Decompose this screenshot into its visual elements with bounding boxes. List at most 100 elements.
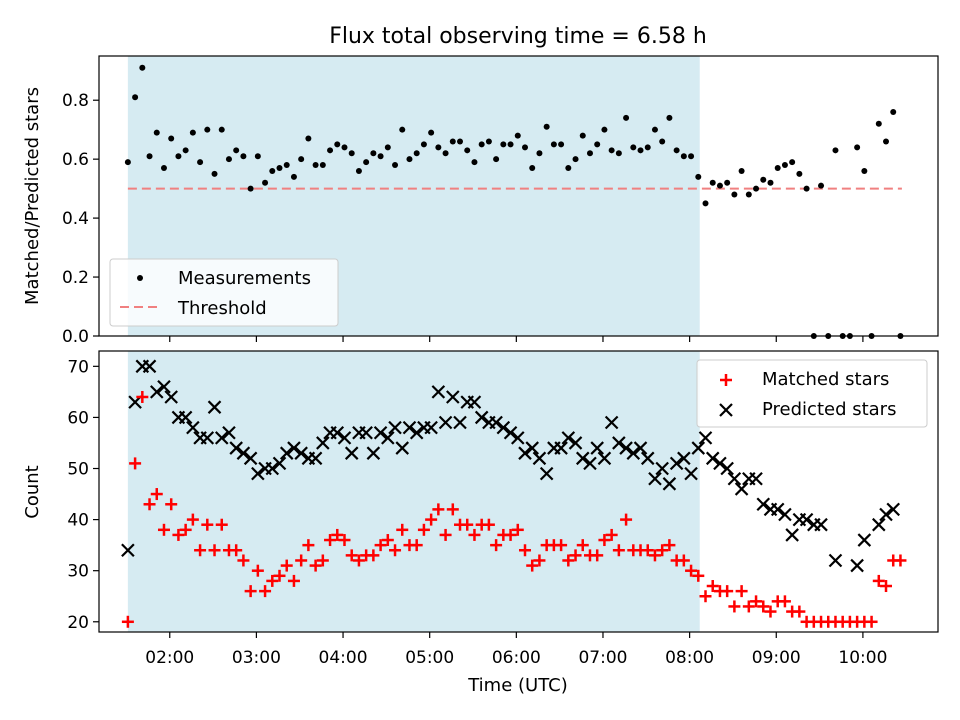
predicted-point xyxy=(561,431,576,445)
count-panel: 20 30 40 50 60 70 02:00 03:00 04:00 05:00 06:00 07… xyxy=(22,350,939,696)
measurement-point xyxy=(247,185,254,192)
measurement-point xyxy=(132,94,139,101)
predicted-point xyxy=(214,431,229,445)
matched-point xyxy=(172,528,185,541)
matched-point xyxy=(526,559,539,572)
measurement-point xyxy=(861,167,868,174)
matched-point xyxy=(880,580,893,593)
predicted-point xyxy=(734,482,749,496)
measurement-point xyxy=(550,141,557,148)
legend-measurement-marker xyxy=(137,275,143,281)
predicted-point xyxy=(503,425,518,440)
matched-point xyxy=(511,523,524,536)
matched-point xyxy=(302,539,315,552)
ratio-panel: 0.00.20.40.60.8 Matched/Predicted stars … xyxy=(22,55,939,347)
y-tick-label: 0.4 xyxy=(62,209,89,229)
predicted-point xyxy=(511,431,525,445)
matched-point xyxy=(735,585,748,598)
x-tick-label: 06:00 xyxy=(492,648,541,668)
predicted-point xyxy=(583,456,597,471)
x-tick-label: 08:00 xyxy=(665,648,714,668)
measurement-point xyxy=(428,129,435,136)
matched-point xyxy=(439,528,452,541)
predicted-star-points xyxy=(121,359,901,573)
measurement-point xyxy=(175,153,182,160)
measurement-point xyxy=(543,123,550,130)
matched-point xyxy=(764,605,777,618)
count-legend-box xyxy=(696,359,928,428)
measurement-point xyxy=(558,141,565,148)
measurement-point xyxy=(377,153,384,160)
matched-point xyxy=(468,528,481,541)
y-tick-label: 30 xyxy=(67,562,89,582)
measurement-point xyxy=(753,185,760,192)
matched-point xyxy=(872,574,885,587)
matched-point xyxy=(692,569,705,582)
predicted-point xyxy=(272,456,287,471)
matched-point xyxy=(389,544,402,557)
predicted-point xyxy=(626,446,641,460)
measurement-point xyxy=(507,141,514,148)
x-tick-label: 04:00 xyxy=(319,648,368,668)
predicted-point xyxy=(381,431,395,445)
measurement-point xyxy=(594,141,601,148)
measurement-point xyxy=(702,200,709,207)
predicted-point xyxy=(496,420,511,435)
x-axis-label: Time (UTC) xyxy=(467,675,568,696)
y-tick-label: 0.6 xyxy=(62,150,89,170)
measurement-point xyxy=(399,126,406,133)
predicted-point xyxy=(828,553,843,568)
predicted-point xyxy=(438,415,453,430)
measurement-point xyxy=(651,126,658,133)
matched-point xyxy=(352,554,365,567)
matched-point xyxy=(793,605,806,618)
measurement-point xyxy=(695,173,702,180)
ratio-legend-box xyxy=(109,258,339,327)
matched-point xyxy=(750,595,763,608)
matched-point xyxy=(179,523,192,536)
measurement-point xyxy=(341,144,348,151)
predicted-point xyxy=(489,415,503,430)
predicted-point xyxy=(294,446,308,460)
matched-point xyxy=(381,534,394,547)
measurement-point xyxy=(521,144,528,151)
matched-point xyxy=(432,503,445,516)
count-y-ticks: 20 30 40 50 60 70 xyxy=(67,357,99,633)
predicted-point xyxy=(359,425,373,440)
matched-point xyxy=(150,488,163,501)
predicted-point xyxy=(330,425,345,440)
measurement-point xyxy=(608,147,615,154)
predicted-point xyxy=(395,441,410,455)
matched-point xyxy=(295,554,308,567)
predicted-point xyxy=(684,466,698,481)
measurement-point xyxy=(168,135,175,142)
predicted-point xyxy=(879,507,893,522)
x-tick-label: 03:00 xyxy=(232,648,281,668)
measurement-point xyxy=(514,132,521,139)
predicted-point xyxy=(525,441,539,455)
measurement-point xyxy=(182,147,189,154)
predicted-point xyxy=(857,533,872,547)
measurement-point xyxy=(218,126,225,133)
matched-point xyxy=(778,595,791,608)
predicted-point xyxy=(178,410,193,425)
measurement-point xyxy=(745,191,752,198)
predicted-point xyxy=(785,528,799,542)
predicted-point xyxy=(886,502,901,517)
predicted-point xyxy=(749,471,763,486)
measurement-point xyxy=(623,114,630,121)
measurement-point xyxy=(615,150,622,157)
matched-point xyxy=(266,574,279,587)
matched-point xyxy=(533,554,546,567)
predicted-point xyxy=(316,436,330,450)
measurement-point xyxy=(225,156,232,163)
predicted-point xyxy=(222,425,236,440)
y-tick-label: 0.0 xyxy=(62,327,89,347)
predicted-point xyxy=(344,446,359,460)
measurement-point xyxy=(890,109,897,115)
predicted-point xyxy=(366,446,381,460)
measurement-point xyxy=(789,159,796,166)
y-tick-label: 70 xyxy=(67,357,89,377)
measurement-point xyxy=(478,141,485,148)
measurement-point xyxy=(160,165,167,171)
